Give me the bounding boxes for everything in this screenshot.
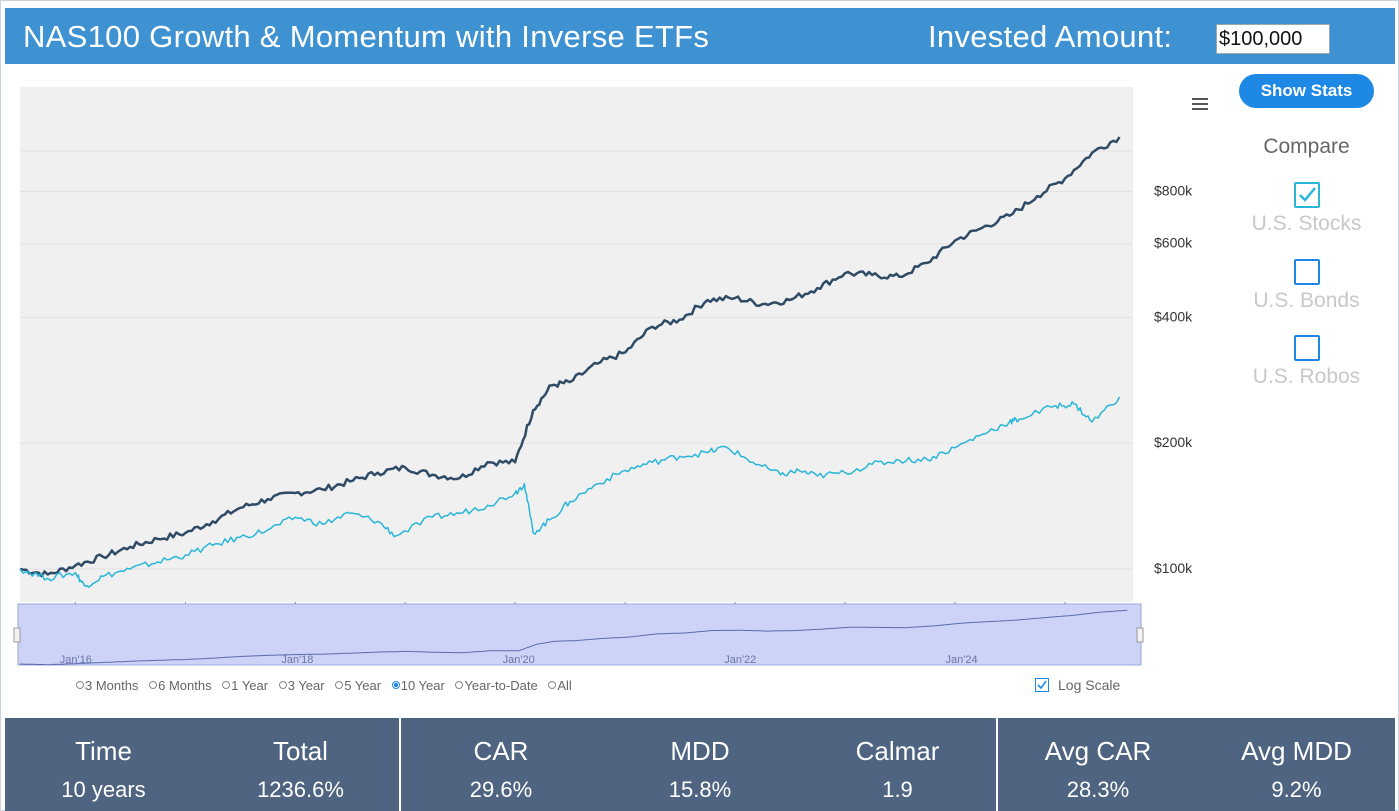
stat-total: Total 1236.6% (257, 736, 344, 802)
show-stats-button[interactable]: Show Stats (1239, 74, 1374, 108)
stat-time: Time 10 years (61, 736, 146, 802)
compare-title: Compare (1263, 135, 1350, 158)
stat-calmar: Calmar 1.9 (855, 736, 940, 802)
y-tick-label: $100k (1154, 560, 1193, 576)
checkbox-checked-icon[interactable] (1293, 182, 1320, 208)
stat-avg-car: Avg CAR 28.3% (1044, 736, 1152, 802)
checkbox-unchecked-icon[interactable] (1293, 259, 1320, 285)
range-ytd[interactable]: Year-to-Date (455, 678, 538, 693)
checkbox-unchecked-icon[interactable] (1293, 335, 1320, 361)
y-tick-label: $200k (1154, 434, 1193, 450)
navigator-handle-left[interactable] (13, 627, 21, 643)
header-bar: NAS100 Growth & Momentum with Inverse ET… (5, 8, 1395, 64)
y-tick-label: $400k (1154, 308, 1193, 324)
y-tick-label: $800k (1154, 183, 1193, 199)
compare-label-bonds: U.S. Bonds (1253, 289, 1360, 312)
range-selector: 3 Months 6 Months 1 Year 3 Year 5 Year 1… (76, 677, 579, 693)
y-tick-label: $600k (1154, 235, 1193, 251)
stats-group-time: Time 10 years Total 1236.6% (5, 718, 401, 811)
range-1-year[interactable]: 1 Year (222, 678, 268, 693)
radio-icon[interactable] (222, 681, 231, 689)
checkbox-checked-icon[interactable] (1035, 678, 1049, 692)
range-6-months[interactable]: 6 Months (149, 678, 212, 693)
range-all[interactable]: All (548, 678, 572, 693)
navigator-series-line (19, 609, 1128, 666)
chart-area: $100k$200k$400k$600k$800k Jan'16Jan'17Ja… (0, 64, 1230, 714)
navigator-panel[interactable] (17, 603, 1142, 666)
compare-us-robos[interactable]: U.S. Robos (1239, 335, 1374, 389)
navigator-tick-label: Jan'24 (946, 654, 978, 666)
page-title: NAS100 Growth & Momentum with Inverse ET… (23, 19, 710, 54)
stat-avg-mdd: Avg MDD 9.2% (1241, 736, 1352, 802)
navigator-handle-right[interactable] (1136, 627, 1144, 643)
range-3-year[interactable]: 3 Year (278, 678, 325, 693)
log-scale-label: Log Scale (1058, 677, 1121, 693)
navigator-tick-label: Jan'18 (281, 654, 313, 666)
compare-label-robos: U.S. Robos (1252, 365, 1361, 388)
series-line-1 (19, 136, 1121, 578)
radio-icon[interactable] (335, 681, 344, 689)
invested-amount-input[interactable] (1216, 24, 1330, 54)
radio-icon[interactable] (455, 681, 464, 689)
stat-car: CAR 29.6% (469, 736, 533, 802)
radio-icon[interactable] (149, 681, 158, 689)
invested-amount-label: Invested Amount: (928, 19, 1173, 54)
range-10-year[interactable]: 10 Year (391, 678, 445, 693)
stats-bar: Time 10 years Total 1236.6% CAR 29.6% MD… (5, 718, 1395, 811)
range-5-year[interactable]: 5 Year (335, 678, 381, 693)
navigator-tick-label: Jan'22 (724, 654, 756, 666)
plot-background (20, 87, 1133, 602)
range-3-months[interactable]: 3 Months (76, 678, 138, 693)
stats-group-risk: CAR 29.6% MDD 15.8% Calmar 1.9 (401, 718, 998, 811)
log-scale-toggle[interactable]: Log Scale (1035, 677, 1120, 693)
series-line-2 (19, 396, 1121, 588)
stats-group-avg: Avg CAR 28.3% Avg MDD 9.2% (998, 718, 1395, 811)
radio-icon[interactable] (76, 681, 84, 689)
compare-us-bonds[interactable]: U.S. Bonds (1239, 259, 1374, 313)
radio-icon[interactable] (278, 681, 287, 689)
compare-label-stocks: U.S. Stocks (1251, 212, 1362, 235)
stat-mdd: MDD 15.8% (668, 736, 732, 802)
hamburger-menu-icon[interactable] (1192, 98, 1208, 113)
performance-chart: $100k$200k$400k$600k$800k Jan'16Jan'17Ja… (13, 87, 1193, 666)
radio-selected-icon[interactable] (391, 681, 400, 689)
radio-icon[interactable] (548, 681, 557, 689)
compare-us-stocks[interactable]: U.S. Stocks (1239, 182, 1374, 236)
navigator-tick-label: Jan'20 (503, 654, 535, 666)
